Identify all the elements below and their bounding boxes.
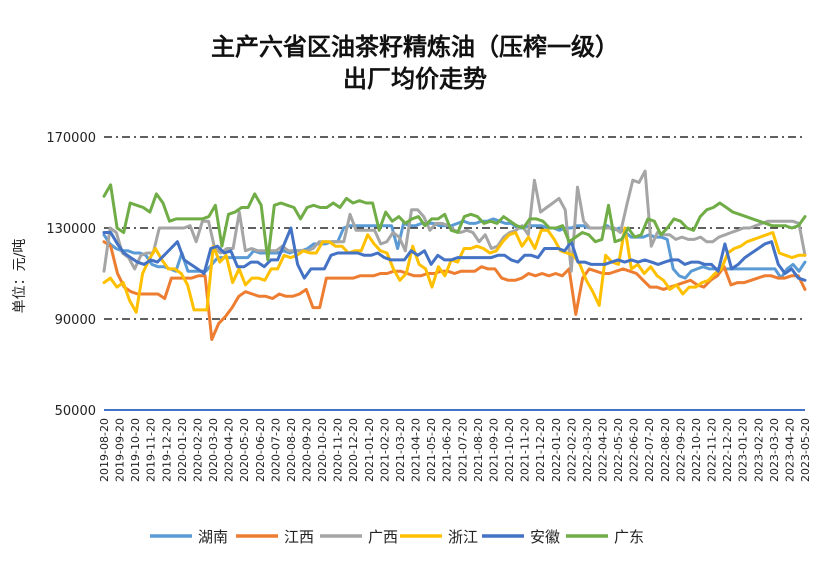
x-tick-label: 2020-09-20 [301, 418, 314, 482]
x-tick-label: 2021-07-20 [456, 418, 469, 482]
x-tick-label: 2022-08-20 [659, 418, 672, 482]
series-line-安徽 [102, 226, 807, 282]
x-tick-label: 2019-08-20 [98, 418, 111, 482]
legend: 湖南 江西 广西 浙江 安徽 广东 [150, 528, 644, 546]
y-tick-label: 170000 [46, 131, 96, 146]
x-tick-label: 2022-04-20 [596, 418, 609, 482]
x-tick-label: 2021-02-20 [378, 418, 391, 482]
legend-label: 广西 [368, 528, 398, 546]
x-tick-label: 2023-04-20 [783, 418, 796, 482]
x-tick-label: 2020-10-20 [316, 418, 329, 482]
x-tick-label: 2020-06-20 [254, 418, 267, 482]
x-tick-label: 2021-10-20 [503, 418, 516, 482]
series-line-浙江 [102, 226, 807, 314]
x-tick-label: 2019-11-20 [145, 418, 158, 482]
x-tick-label: 2023-02-20 [752, 418, 765, 482]
x-tick-label: 2019-12-20 [160, 418, 173, 482]
x-tick-label: 2021-04-20 [410, 418, 423, 482]
legend-label: 湖南 [198, 528, 228, 546]
x-tick-label: 2022-10-20 [690, 418, 703, 482]
series-line-江西 [102, 240, 807, 341]
x-tick-label: 2021-09-20 [487, 418, 500, 482]
x-tick-label: 2020-07-20 [269, 418, 282, 482]
legend-label: 江西 [284, 528, 314, 546]
y-axis-label: 单位：元/吨 [12, 239, 28, 314]
series-line-湖南 [102, 217, 807, 280]
x-tick-label: 2021-01-20 [363, 418, 376, 482]
x-tick-label: 2019-10-20 [129, 418, 142, 482]
y-axis-ticks: 50000 90000 130000 170000 [46, 131, 96, 419]
x-tick-label: 2021-12-20 [534, 418, 547, 482]
x-tick-label: 2020-08-20 [285, 418, 298, 482]
x-tick-label: 2022-03-20 [581, 418, 594, 482]
x-tick-label: 2022-01-20 [550, 418, 563, 482]
x-tick-label: 2022-06-20 [628, 418, 641, 482]
x-axis: 2019-08-20 2019-09-20 2019-10-20 2019-11-20… [98, 409, 812, 482]
y-tick-label: 130000 [46, 222, 96, 237]
y-tick-label: 50000 [55, 404, 96, 419]
legend-label: 浙江 [448, 528, 478, 546]
x-tick-label: 2020-12-20 [347, 418, 360, 482]
series-line-广东 [102, 183, 807, 262]
x-tick-label: 2023-03-20 [768, 418, 781, 482]
chart-title-line-1: 主产六省区油茶籽精炼油（压榨一级） [211, 33, 619, 61]
x-tick-label: 2020-01-20 [176, 418, 189, 482]
x-tick-label: 2020-11-20 [332, 418, 345, 482]
series-lines [102, 169, 807, 341]
x-tick-label: 2022-02-20 [565, 418, 578, 482]
x-tick-label: 2023-01-20 [737, 418, 750, 482]
x-tick-label: 2022-05-20 [612, 418, 625, 482]
x-tick-label: 2022-12-20 [721, 418, 734, 482]
x-tick-label: 2021-06-20 [441, 418, 454, 482]
x-tick-label: 2022-11-20 [706, 418, 719, 482]
x-tick-label: 2021-03-20 [394, 418, 407, 482]
x-tick-label: 2020-02-20 [191, 418, 204, 482]
x-tick-label: 2020-04-20 [223, 418, 236, 482]
chart-title-line-2: 出厂均价走势 [343, 65, 487, 93]
x-tick-label: 2022-09-20 [674, 418, 687, 482]
x-tick-label: 2021-05-20 [425, 418, 438, 482]
x-tick-label: 2021-11-20 [519, 418, 532, 482]
x-tick-label: 2023-05-20 [799, 418, 812, 482]
x-tick-label: 2022-07-20 [643, 418, 656, 482]
legend-label: 安徽 [530, 528, 560, 546]
x-tick-label: 2020-05-20 [238, 418, 251, 482]
x-tick-label: 2021-08-20 [472, 418, 485, 482]
x-tick-label: 2020-03-20 [207, 418, 220, 482]
legend-label: 广东 [614, 528, 644, 546]
x-tick-label: 2019-09-20 [114, 418, 127, 482]
y-tick-label: 90000 [55, 313, 96, 328]
